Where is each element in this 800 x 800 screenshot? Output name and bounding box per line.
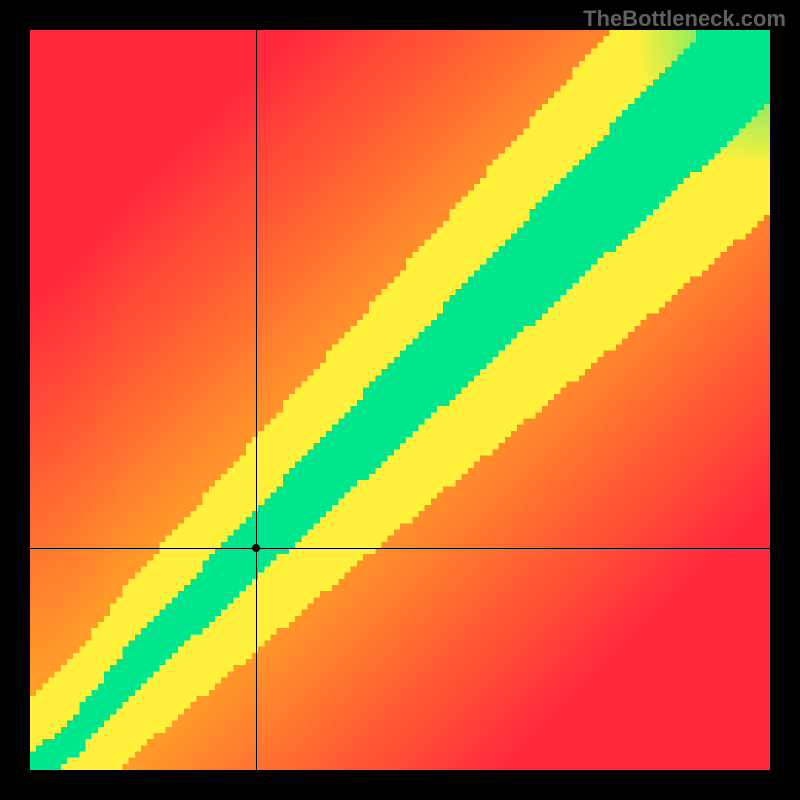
crosshair-vertical [256, 30, 257, 770]
crosshair-marker [252, 544, 260, 552]
plot-area [30, 30, 770, 770]
heatmap-canvas [30, 30, 770, 770]
crosshair-horizontal [30, 548, 770, 549]
watermark-text: TheBottleneck.com [583, 6, 786, 32]
